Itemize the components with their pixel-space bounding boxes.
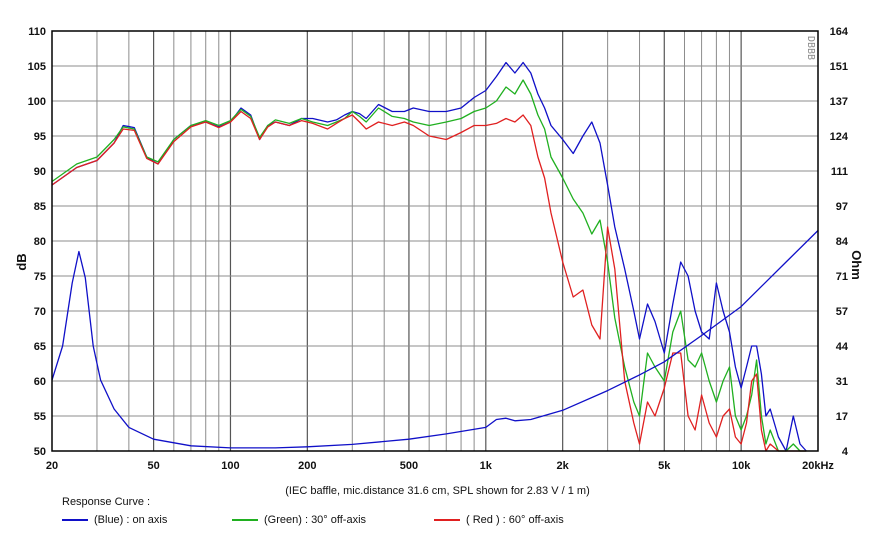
y-left-tick-label: 90 [34,166,46,178]
y-right-tick-label: 137 [830,96,848,108]
y-left-tick-label: 95 [34,131,46,143]
y-right-tick-label: 151 [830,61,848,73]
y-left-tick-labels: 110 105 100 95 90 85 80 75 70 65 60 55 50 [28,26,46,458]
y-left-tick-label: 80 [34,236,46,248]
x-tick-label: 2k [557,460,570,472]
off-axis-30-response-line [51,79,807,452]
series-group [51,61,819,452]
off-axis-60-response-line [51,110,807,452]
y-right-tick-label: 31 [836,376,848,388]
x-tick-label: 200 [298,460,316,472]
legend-label-green: (Green) : 30° off-axis [264,514,367,526]
legend-item-green: (Green) : 30° off-axis [232,514,366,526]
y-right-axis-title: Ohm [849,250,864,280]
y-left-tick-label: 100 [28,96,46,108]
legend-swatch-red [434,519,460,521]
measurement-caption: (IEC baffle, mic.distance 31.6 cm, SPL s… [285,485,590,497]
y-left-axis-title: dB [14,253,29,270]
x-tick-label: 5k [658,460,671,472]
y-right-tick-labels: 164 151 137 124 111 97 84 71 57 44 31 17 4 [830,26,849,458]
y-left-tick-label: 55 [34,411,46,423]
x-tick-label: 20 [46,460,58,472]
x-tick-label: 500 [400,460,418,472]
legend-swatch-blue [62,519,88,521]
y-left-tick-label: 110 [28,26,46,38]
y-right-tick-label: 97 [836,201,848,213]
impedance-line [51,230,819,449]
y-right-tick-label: 84 [836,236,849,248]
y-right-tick-label: 164 [830,26,849,38]
x-tick-label: 100 [221,460,239,472]
legend-label-red: ( Red ) : 60° off-axis [466,514,564,526]
y-left-tick-label: 60 [34,376,46,388]
plot-frame [51,30,819,452]
y-right-tick-label: 57 [836,306,848,318]
legend-item-red: ( Red ) : 60° off-axis [434,514,564,526]
y-right-tick-label: 111 [831,166,848,178]
x-tick-label: 20kHz [802,460,834,472]
x-tick-label: 50 [147,460,159,472]
y-left-tick-label: 105 [28,61,46,73]
x-tick-label: 10k [732,460,751,472]
y-left-tick-label: 70 [34,306,46,318]
legend-title: Response Curve : [62,496,151,508]
y-right-tick-label: 71 [836,271,848,283]
x-tick-label: 1k [480,460,493,472]
legend-item-blue: (Blue) : on axis [62,514,167,526]
watermark-text: DBBB [805,36,816,60]
on-axis-response-line [51,61,807,452]
y-left-tick-label: 75 [34,271,46,283]
y-right-tick-label: 44 [836,341,849,353]
legend-label-blue: (Blue) : on axis [94,514,168,526]
legend-swatch-green [232,519,258,521]
x-tick-labels: 20 50 100 200 500 1k 2k 5k 10k 20kHz [46,460,835,472]
y-right-tick-label: 17 [836,411,848,423]
y-right-tick-label: 4 [842,446,849,458]
grid [52,30,818,452]
y-right-tick-label: 124 [830,131,849,143]
y-left-tick-label: 50 [34,446,46,458]
y-left-tick-label: 85 [34,201,46,213]
y-left-tick-label: 65 [34,341,46,353]
